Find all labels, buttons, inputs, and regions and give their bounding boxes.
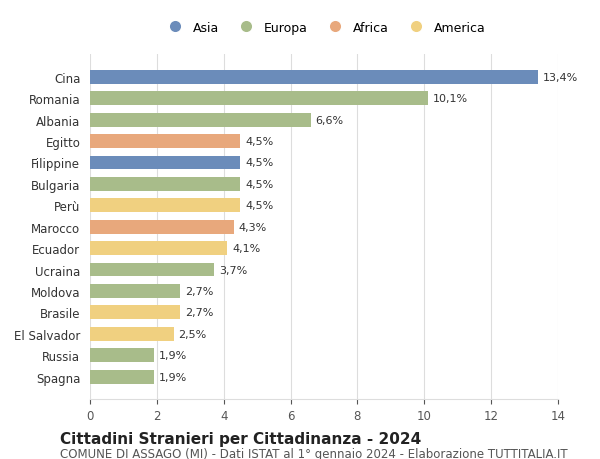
Text: 1,9%: 1,9% xyxy=(158,372,187,382)
Text: 6,6%: 6,6% xyxy=(316,115,344,125)
Text: 1,9%: 1,9% xyxy=(158,350,187,360)
Bar xyxy=(90,263,214,277)
Bar xyxy=(90,327,173,341)
Text: 3,7%: 3,7% xyxy=(218,265,247,275)
Bar xyxy=(90,348,154,362)
Bar xyxy=(90,370,154,384)
Text: 4,5%: 4,5% xyxy=(245,179,274,190)
Text: 4,5%: 4,5% xyxy=(245,158,274,168)
Text: Cittadini Stranieri per Cittadinanza - 2024: Cittadini Stranieri per Cittadinanza - 2… xyxy=(60,431,421,447)
Text: 4,3%: 4,3% xyxy=(239,222,267,232)
Text: 13,4%: 13,4% xyxy=(543,73,578,83)
Bar xyxy=(90,306,180,319)
Bar xyxy=(90,71,538,84)
Legend: Asia, Europa, Africa, America: Asia, Europa, Africa, America xyxy=(158,17,490,39)
Text: 4,5%: 4,5% xyxy=(245,137,274,147)
Text: 2,7%: 2,7% xyxy=(185,286,214,296)
Bar xyxy=(90,113,311,127)
Bar xyxy=(90,241,227,256)
Text: 4,5%: 4,5% xyxy=(245,201,274,211)
Bar xyxy=(90,220,234,234)
Bar xyxy=(90,156,241,170)
Text: 2,7%: 2,7% xyxy=(185,308,214,318)
Text: 4,1%: 4,1% xyxy=(232,244,260,253)
Bar xyxy=(90,135,241,149)
Text: 10,1%: 10,1% xyxy=(433,94,468,104)
Text: COMUNE DI ASSAGO (MI) - Dati ISTAT al 1° gennaio 2024 - Elaborazione TUTTITALIA.: COMUNE DI ASSAGO (MI) - Dati ISTAT al 1°… xyxy=(60,448,568,459)
Bar xyxy=(90,284,180,298)
Bar xyxy=(90,92,428,106)
Bar xyxy=(90,178,241,191)
Bar xyxy=(90,199,241,213)
Text: 2,5%: 2,5% xyxy=(179,329,207,339)
